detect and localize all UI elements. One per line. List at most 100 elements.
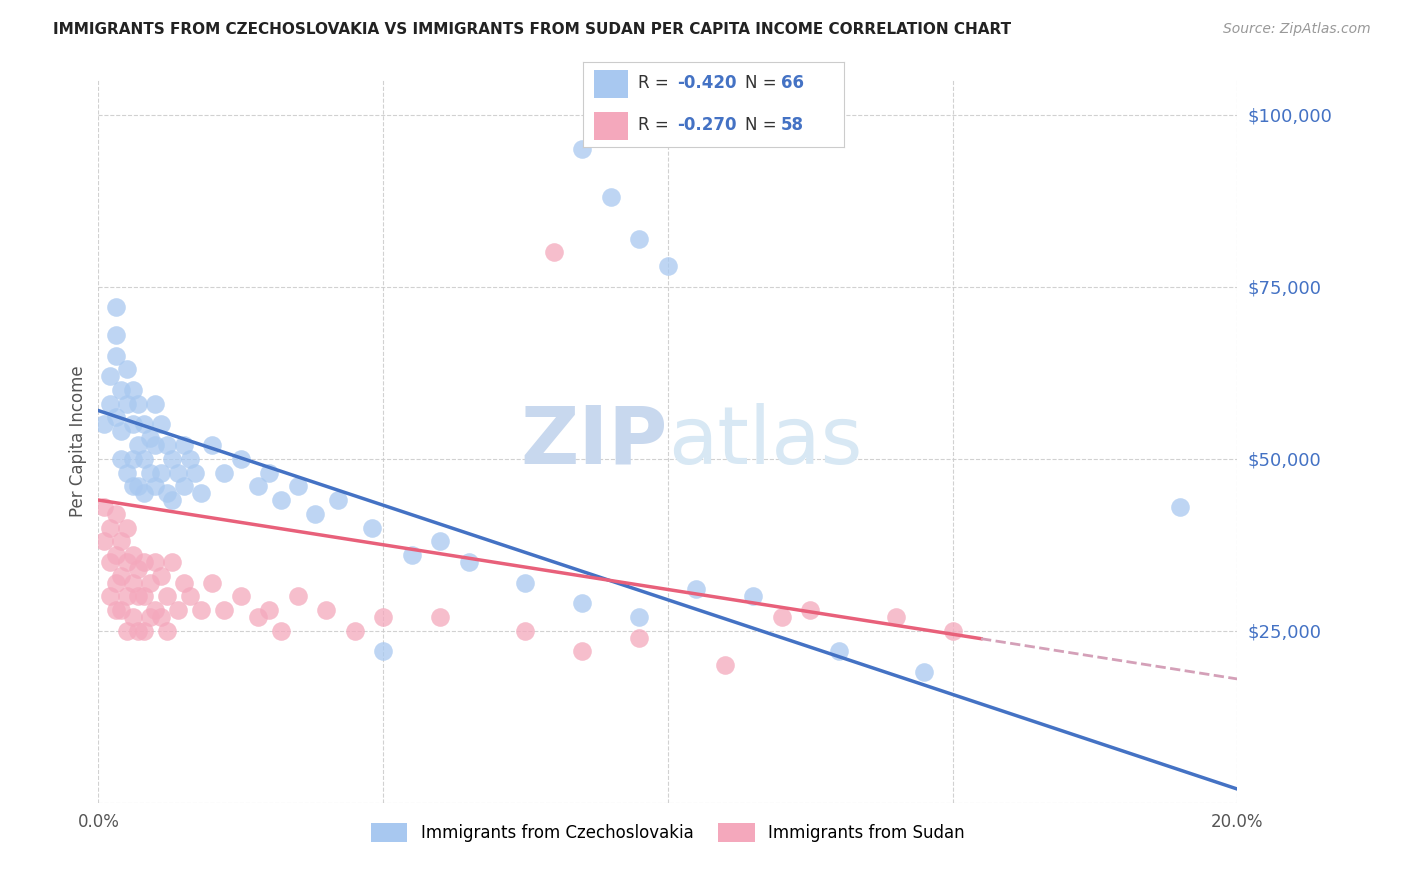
Point xyxy=(628,231,651,245)
Point xyxy=(628,631,651,645)
Point xyxy=(145,555,167,569)
Point xyxy=(190,486,212,500)
Point xyxy=(799,603,821,617)
Point xyxy=(150,610,173,624)
Text: N =: N = xyxy=(745,74,782,92)
Point xyxy=(138,466,160,480)
Point xyxy=(571,142,593,156)
Point xyxy=(93,534,115,549)
Point xyxy=(121,417,143,432)
Point xyxy=(104,349,127,363)
Point xyxy=(162,451,184,466)
Point xyxy=(110,568,132,582)
Point xyxy=(110,383,132,397)
Point xyxy=(104,507,127,521)
Y-axis label: Per Capita Income: Per Capita Income xyxy=(69,366,87,517)
Point xyxy=(145,479,167,493)
Point xyxy=(132,417,155,432)
Point xyxy=(115,466,138,480)
Point xyxy=(259,603,281,617)
Point xyxy=(184,466,207,480)
Point xyxy=(167,466,190,480)
Point xyxy=(714,658,737,673)
Point xyxy=(110,424,132,438)
Point xyxy=(326,493,349,508)
Point xyxy=(121,451,143,466)
Point xyxy=(104,548,127,562)
Point xyxy=(115,590,138,604)
Point xyxy=(457,555,479,569)
Point xyxy=(138,575,160,590)
Point xyxy=(287,479,309,493)
Point xyxy=(246,610,269,624)
Text: 66: 66 xyxy=(782,74,804,92)
Point xyxy=(343,624,366,638)
Point xyxy=(315,603,337,617)
Point xyxy=(884,610,907,624)
Point xyxy=(156,590,179,604)
Point xyxy=(121,383,143,397)
Point xyxy=(201,575,224,590)
Point xyxy=(132,624,155,638)
Text: -0.270: -0.270 xyxy=(678,116,737,134)
Point xyxy=(246,479,269,493)
Point xyxy=(98,397,121,411)
Point xyxy=(600,190,623,204)
Point xyxy=(93,500,115,514)
Text: ZIP: ZIP xyxy=(520,402,668,481)
Point xyxy=(685,582,707,597)
Point xyxy=(104,410,127,425)
Point xyxy=(229,590,252,604)
Point xyxy=(828,644,851,658)
Point xyxy=(515,624,537,638)
Text: Source: ZipAtlas.com: Source: ZipAtlas.com xyxy=(1223,22,1371,37)
Point xyxy=(132,555,155,569)
Point xyxy=(115,397,138,411)
Point xyxy=(912,665,935,679)
Point xyxy=(287,590,309,604)
Text: IMMIGRANTS FROM CZECHOSLOVAKIA VS IMMIGRANTS FROM SUDAN PER CAPITA INCOME CORREL: IMMIGRANTS FROM CZECHOSLOVAKIA VS IMMIGR… xyxy=(53,22,1011,37)
Point xyxy=(212,466,235,480)
Point xyxy=(115,624,138,638)
Point xyxy=(373,644,395,658)
Point xyxy=(121,575,143,590)
Bar xyxy=(593,112,627,139)
Point xyxy=(104,603,127,617)
Bar xyxy=(593,70,627,98)
Point xyxy=(132,451,155,466)
Point xyxy=(167,603,190,617)
Point xyxy=(201,438,224,452)
Text: R =: R = xyxy=(638,116,673,134)
Point xyxy=(138,610,160,624)
Point xyxy=(150,466,173,480)
Point xyxy=(156,624,179,638)
Point xyxy=(110,451,132,466)
Point xyxy=(360,520,382,534)
Point xyxy=(270,493,292,508)
Point xyxy=(121,610,143,624)
Point xyxy=(150,568,173,582)
Point xyxy=(115,362,138,376)
Point xyxy=(98,520,121,534)
Point xyxy=(127,590,149,604)
Point xyxy=(104,575,127,590)
Point xyxy=(127,397,149,411)
Point xyxy=(115,555,138,569)
Point xyxy=(162,555,184,569)
Point xyxy=(127,479,149,493)
Text: N =: N = xyxy=(745,116,782,134)
Point xyxy=(132,590,155,604)
Point xyxy=(138,431,160,445)
Text: R =: R = xyxy=(638,74,673,92)
Point xyxy=(742,590,765,604)
Point xyxy=(770,610,793,624)
Point xyxy=(543,245,565,260)
Point xyxy=(150,417,173,432)
Point xyxy=(401,548,423,562)
Point xyxy=(179,451,201,466)
Point xyxy=(571,596,593,610)
Point xyxy=(127,562,149,576)
Point xyxy=(212,603,235,617)
Point xyxy=(229,451,252,466)
Point xyxy=(190,603,212,617)
